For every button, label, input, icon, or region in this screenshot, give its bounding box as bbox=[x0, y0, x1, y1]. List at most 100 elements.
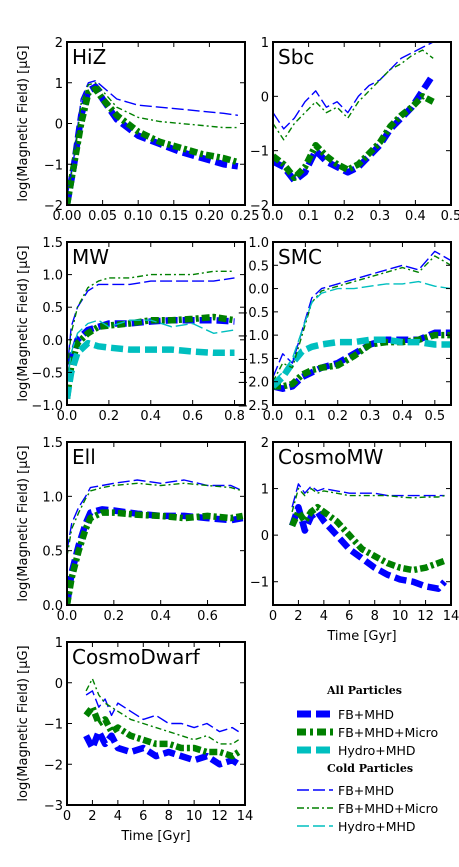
axes-frame bbox=[66, 241, 246, 406]
series-all-hydro-mhd bbox=[67, 339, 235, 400]
series-cold-fb-mhd-micro bbox=[85, 678, 239, 745]
y-axis-label: log(Magnetic Field) [μG] bbox=[16, 245, 31, 401]
series-layer bbox=[67, 79, 239, 205]
x-tick-label: 0.15 bbox=[159, 209, 188, 224]
y-tick-label: −1.0 bbox=[237, 329, 269, 344]
series-cold-fb-mhd-micro bbox=[291, 487, 445, 513]
series-all-fb-mhd bbox=[289, 503, 448, 592]
y-axis-label: log(Magnetic Field) [μG] bbox=[16, 645, 31, 801]
axes-frame bbox=[272, 441, 452, 606]
y-tick-label: 1 bbox=[261, 36, 269, 51]
y-tick-label: −1.5 bbox=[237, 352, 269, 367]
y-tick-label: −2.0 bbox=[237, 376, 269, 391]
x-tick-label: 0.4 bbox=[140, 409, 161, 424]
x-tick-label: 0.8 bbox=[224, 409, 245, 424]
panel-title: MW bbox=[72, 245, 109, 269]
y-tick-label: 1 bbox=[55, 636, 63, 651]
y-tick-label: −1 bbox=[44, 158, 63, 173]
series-cold-fb-mhd-micro bbox=[67, 270, 235, 373]
series-all-fb-mhd-micro bbox=[67, 313, 235, 399]
legend-label-all-fb-mhd: FB+MHD bbox=[338, 707, 394, 722]
y-tick-label: −2.5 bbox=[237, 399, 269, 414]
y-tick-label: −1 bbox=[44, 718, 63, 733]
series-cold-fb-mhd-micro bbox=[67, 82, 238, 197]
series-all-fb-mhd bbox=[67, 83, 239, 205]
x-tick-label: 0.6 bbox=[182, 409, 203, 424]
legend-heading-all: All Particles bbox=[326, 684, 402, 697]
x-axis-label: Time [Gyr] bbox=[120, 829, 190, 844]
series-cold-hydro-mhd bbox=[67, 319, 235, 386]
x-tick-label: 4 bbox=[114, 809, 122, 824]
axes-frame bbox=[66, 441, 246, 606]
panel-ell: 0.0 0.2 0.4 0.6 0.0 0.5 1.0 1.5 Ell log(Magnetic … bbox=[16, 436, 246, 624]
panel-title: Sbc bbox=[278, 45, 314, 69]
series-all-fb-mhd-micro bbox=[67, 85, 239, 205]
x-tick-label: 0.20 bbox=[195, 209, 224, 224]
y-tick-label: 0.0 bbox=[42, 334, 63, 349]
y-tick-label: 2 bbox=[55, 36, 63, 51]
series-cold-fb-mhd bbox=[67, 277, 235, 373]
x-tick-label: 2 bbox=[294, 609, 302, 624]
x-tick-label: 0.0 bbox=[57, 609, 78, 624]
x-tick-label: 4 bbox=[320, 609, 328, 624]
y-tick-label: −2 bbox=[44, 199, 63, 214]
x-tick-label: 0.1 bbox=[295, 409, 316, 424]
y-tick-label: 0 bbox=[261, 90, 269, 105]
y-tick-label: −3 bbox=[44, 799, 63, 814]
y-tick-label: 1 bbox=[261, 483, 269, 498]
y-tick-label: −2 bbox=[250, 199, 269, 214]
y-tick-label: −0.5 bbox=[31, 366, 63, 381]
series-layer bbox=[273, 250, 451, 392]
x-tick-label: 0.1 bbox=[298, 209, 319, 224]
y-tick-label: 2 bbox=[261, 436, 269, 451]
x-tick-label: 0.3 bbox=[360, 409, 381, 424]
series-cold-fb-mhd bbox=[67, 479, 243, 551]
series-layer bbox=[273, 42, 436, 184]
y-tick-label: −2 bbox=[44, 758, 63, 773]
y-axis-label: log(Magnetic Field) [μG] bbox=[16, 45, 31, 201]
x-tick-label: 8 bbox=[165, 809, 173, 824]
y-tick-label: −1 bbox=[250, 145, 269, 160]
x-tick-label: 12 bbox=[417, 609, 434, 624]
panel-title: SMC bbox=[278, 245, 322, 269]
x-tick-label: 0.05 bbox=[88, 209, 117, 224]
series-all-fb-mhd bbox=[273, 72, 436, 184]
x-tick-label: 0 bbox=[63, 809, 71, 824]
y-tick-label: 0.0 bbox=[248, 283, 269, 298]
x-tick-label: 0 bbox=[269, 609, 277, 624]
x-tick-label: 6 bbox=[345, 609, 353, 624]
series-cold-fb-mhd bbox=[273, 250, 451, 378]
y-tick-label: 1 bbox=[55, 77, 63, 92]
axes-frame bbox=[272, 41, 452, 206]
series-all-hydro-mhd bbox=[273, 336, 451, 389]
panel-title: HiZ bbox=[72, 45, 106, 69]
y-tick-label: 0.5 bbox=[42, 545, 63, 560]
x-tick-label: 2 bbox=[88, 809, 96, 824]
x-tick-label: 0.0 bbox=[57, 409, 78, 424]
series-cold-fb-mhd bbox=[85, 690, 239, 733]
legend-label-all-fb-mhd-micro: FB+MHD+Micro bbox=[338, 725, 438, 740]
panel-smc: 0.0 0.1 0.2 0.3 0.4 0.5 −2.5 −2.0 −1.5 −1.0 −0.5 0.… bbox=[237, 236, 452, 424]
x-tick-label: 0.4 bbox=[405, 209, 426, 224]
panel-mw: 0.0 0.2 0.4 0.6 0.8 −1.0 −0.5 0.0 0.5 1.0 1.5 MW log… bbox=[16, 236, 246, 424]
x-tick-label: 10 bbox=[186, 809, 203, 824]
panels-layer: 0.00 0.05 0.10 0.15 0.20 0.25−2−1012HiZlog(Ma… bbox=[16, 36, 459, 844]
y-tick-label: −1.0 bbox=[31, 399, 63, 414]
panel-title: CosmoMW bbox=[278, 445, 384, 469]
y-tick-label: 0.0 bbox=[42, 599, 63, 614]
x-tick-label: 0.5 bbox=[424, 409, 445, 424]
y-tick-label: −1 bbox=[250, 576, 269, 591]
x-tick-label: 10 bbox=[392, 609, 409, 624]
series-all-fb-mhd-micro bbox=[83, 703, 241, 760]
x-tick-label: 14 bbox=[443, 609, 459, 624]
x-tick-label: 6 bbox=[139, 809, 147, 824]
x-tick-label: 8 bbox=[371, 609, 379, 624]
panel-title: Ell bbox=[72, 445, 96, 469]
x-tick-label: 12 bbox=[211, 809, 228, 824]
series-cold-fb-mhd bbox=[291, 483, 445, 508]
series-all-fb-mhd bbox=[67, 506, 244, 605]
legend-label-cold-fb-mhd: FB+MHD bbox=[338, 783, 394, 798]
y-tick-label: 1.0 bbox=[42, 269, 63, 284]
legend-heading-cold: Cold Particles bbox=[327, 762, 413, 775]
